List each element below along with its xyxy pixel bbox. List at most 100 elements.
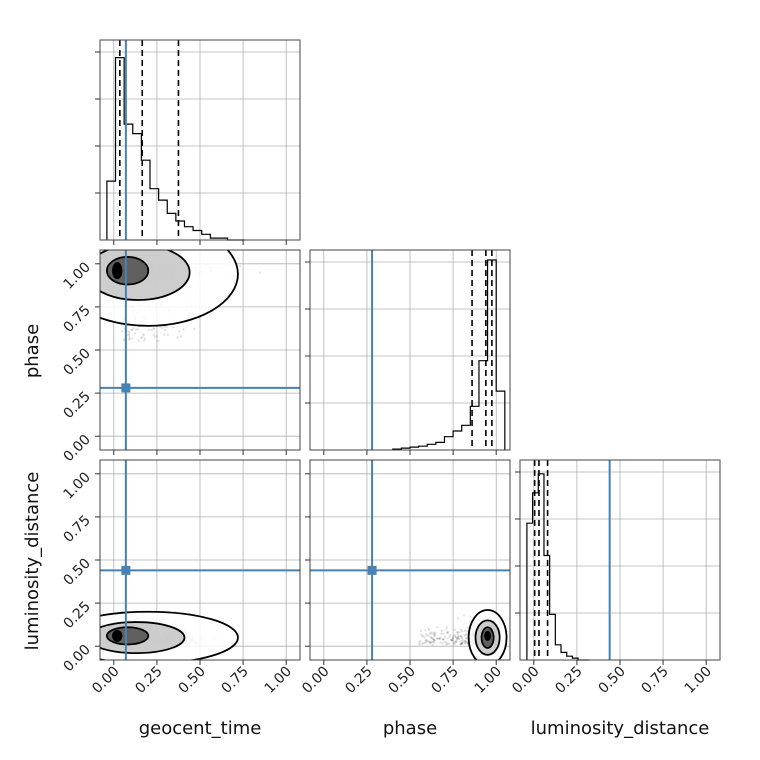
scatter-point <box>427 627 430 630</box>
scatter-point <box>419 629 422 632</box>
scatter-point <box>432 639 435 642</box>
scatter-point <box>445 641 448 644</box>
scatter-point <box>419 633 422 636</box>
x-tick-label: 0.50 <box>175 664 208 697</box>
y-tick-label: 0.25 <box>60 599 93 632</box>
scatter-point <box>193 327 196 330</box>
scatter-point <box>460 641 464 644</box>
scatter-point <box>443 641 446 644</box>
scatter-point <box>435 637 439 640</box>
scatter-point <box>428 628 431 631</box>
scatter-point <box>165 325 168 328</box>
scatter-point <box>130 329 133 332</box>
scatter-point <box>459 634 462 638</box>
scatter-point <box>461 638 464 642</box>
y-tick-label: 1.00 <box>60 259 93 292</box>
x-tick-label: 0.75 <box>429 664 462 697</box>
scatter-point <box>429 642 432 645</box>
scatter-point <box>453 641 456 644</box>
x-tick-label: 0.00 <box>89 664 122 697</box>
x-tick-label: 0.75 <box>639 664 672 697</box>
scatter-point <box>460 630 463 633</box>
scatter-group <box>418 609 508 660</box>
scatter-point <box>238 265 242 268</box>
scatter-point <box>441 638 444 641</box>
scatter-point <box>425 634 429 637</box>
scatter-point <box>163 333 166 336</box>
scatter-point <box>464 641 467 645</box>
scatter-point <box>433 639 436 642</box>
histogram-step <box>106 57 245 241</box>
scatter-point <box>131 328 134 332</box>
scatter-group <box>100 610 239 660</box>
scatter-point <box>453 642 456 645</box>
scatter-point <box>457 617 460 620</box>
scatter-point <box>465 632 468 636</box>
y-tick-label: 0.00 <box>60 432 93 465</box>
scatter-point <box>161 326 164 330</box>
scatter-point <box>455 640 458 643</box>
x-tick-label: 0.25 <box>132 664 165 697</box>
scatter-point <box>446 637 449 640</box>
scatter-point <box>446 630 449 634</box>
scatter-point <box>179 335 182 338</box>
scatter-point <box>448 642 451 645</box>
scatter-point <box>454 639 457 643</box>
scatter-point <box>440 629 443 632</box>
scatter-point <box>442 632 445 635</box>
scatter-point <box>464 637 467 640</box>
truth-marker <box>367 565 377 575</box>
scatter-point <box>137 339 140 342</box>
scatter-point <box>429 641 433 644</box>
scatter-point <box>147 329 150 332</box>
scatter-point <box>460 642 464 645</box>
scatter-point <box>418 640 421 644</box>
scatter-point <box>433 635 436 638</box>
scatter-point <box>463 634 466 637</box>
scatter-point <box>425 640 428 644</box>
scatter-point <box>153 335 156 338</box>
scatter-point <box>133 332 137 335</box>
scatter-point <box>459 635 463 638</box>
x-tick-label: 0.00 <box>299 664 332 697</box>
scatter-point <box>454 634 457 637</box>
scatter-point <box>156 335 159 338</box>
scatter-point <box>434 634 437 637</box>
scatter-point <box>419 642 422 645</box>
scatter-point <box>465 640 468 643</box>
scatter-point <box>159 326 162 329</box>
x-tick-label: 0.75 <box>219 664 252 697</box>
scatter-point <box>121 330 124 333</box>
scatter-point <box>459 642 462 645</box>
scatter-point <box>425 639 429 642</box>
scatter-point <box>456 631 459 634</box>
scatter-point <box>434 631 437 635</box>
scatter-point <box>432 638 435 641</box>
scatter-point <box>142 334 145 337</box>
scatter-point <box>141 336 144 339</box>
scatter-point <box>424 629 427 632</box>
scatter-point <box>424 641 427 645</box>
scatter-point <box>436 637 439 640</box>
scatter-point <box>437 637 441 640</box>
y-tick-label: 1.00 <box>60 469 93 502</box>
scatter-point <box>446 642 449 645</box>
scatter-point <box>454 635 457 638</box>
scatter-point <box>430 635 433 639</box>
scatter-point <box>465 630 468 633</box>
scatter-point <box>432 641 436 644</box>
panel-grid <box>100 40 300 240</box>
scatter-point <box>163 328 167 331</box>
scatter-point <box>127 330 131 333</box>
scatter-point <box>461 637 464 640</box>
scatter-point <box>446 631 449 634</box>
scatter-point <box>464 642 467 645</box>
x-axis-label-luminosity-distance: luminosity_distance <box>531 718 710 739</box>
scatter-point <box>428 640 431 643</box>
scatter-point <box>142 333 145 336</box>
scatter-point <box>456 631 459 634</box>
x-tick-label: 0.25 <box>552 664 585 697</box>
scatter-point <box>431 632 434 635</box>
scatter-point <box>418 643 421 646</box>
